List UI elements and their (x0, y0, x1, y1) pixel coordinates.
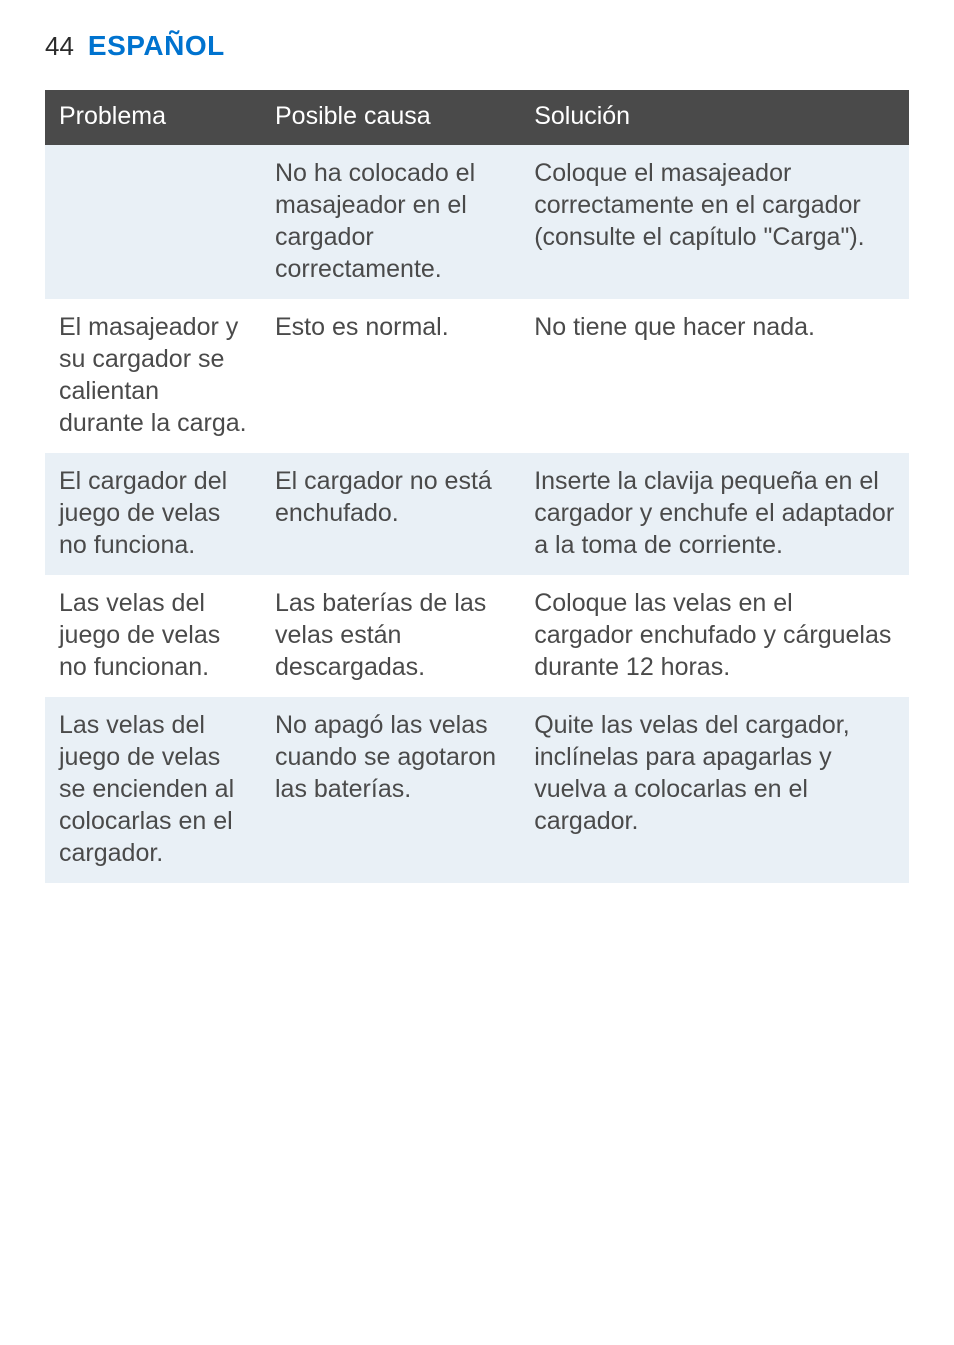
table-body: No ha colocado el masajeador en el carga… (45, 145, 909, 883)
cell-posible-causa: Esto es normal. (261, 299, 520, 453)
cell-problema: El masajeador y su cargador se calientan… (45, 299, 261, 453)
page-title: ESPAÑOL (88, 30, 225, 62)
cell-problema: Las velas del juego de velas se enciende… (45, 697, 261, 883)
table-row: El cargador del juego de velas no funcio… (45, 453, 909, 575)
cell-solucion: Inserte la clavija pequeña en el cargado… (520, 453, 909, 575)
col-header-posible-causa: Posible causa (261, 90, 520, 145)
table-header-row: Problema Posible causa Solución (45, 90, 909, 145)
cell-problema: El cargador del juego de velas no funcio… (45, 453, 261, 575)
cell-solucion: Coloque el masajeador correctamente en e… (520, 145, 909, 299)
col-header-solucion: Solución (520, 90, 909, 145)
table-row: Las velas del juego de velas se enciende… (45, 697, 909, 883)
cell-solucion: Coloque las velas en el cargador enchufa… (520, 575, 909, 697)
cell-solucion: No tiene que hacer nada. (520, 299, 909, 453)
page-number: 44 (45, 31, 74, 62)
col-header-problema: Problema (45, 90, 261, 145)
cell-solucion: Quite las velas del cargador, inclínelas… (520, 697, 909, 883)
cell-posible-causa: El cargador no está enchufado. (261, 453, 520, 575)
table-row: No ha colocado el masajeador en el carga… (45, 145, 909, 299)
cell-posible-causa: No apagó las velas cuando se agotaron la… (261, 697, 520, 883)
table-row: El masajeador y su cargador se calientan… (45, 299, 909, 453)
cell-posible-causa: No ha colocado el masajeador en el carga… (261, 145, 520, 299)
cell-posible-causa: Las baterías de las velas están descarga… (261, 575, 520, 697)
page-header: 44 ESPAÑOL (45, 30, 909, 62)
table-row: Las velas del juego de velas no funciona… (45, 575, 909, 697)
troubleshooting-table: Problema Posible causa Solución No ha co… (45, 90, 909, 883)
cell-problema: Las velas del juego de velas no funciona… (45, 575, 261, 697)
cell-problema (45, 145, 261, 299)
